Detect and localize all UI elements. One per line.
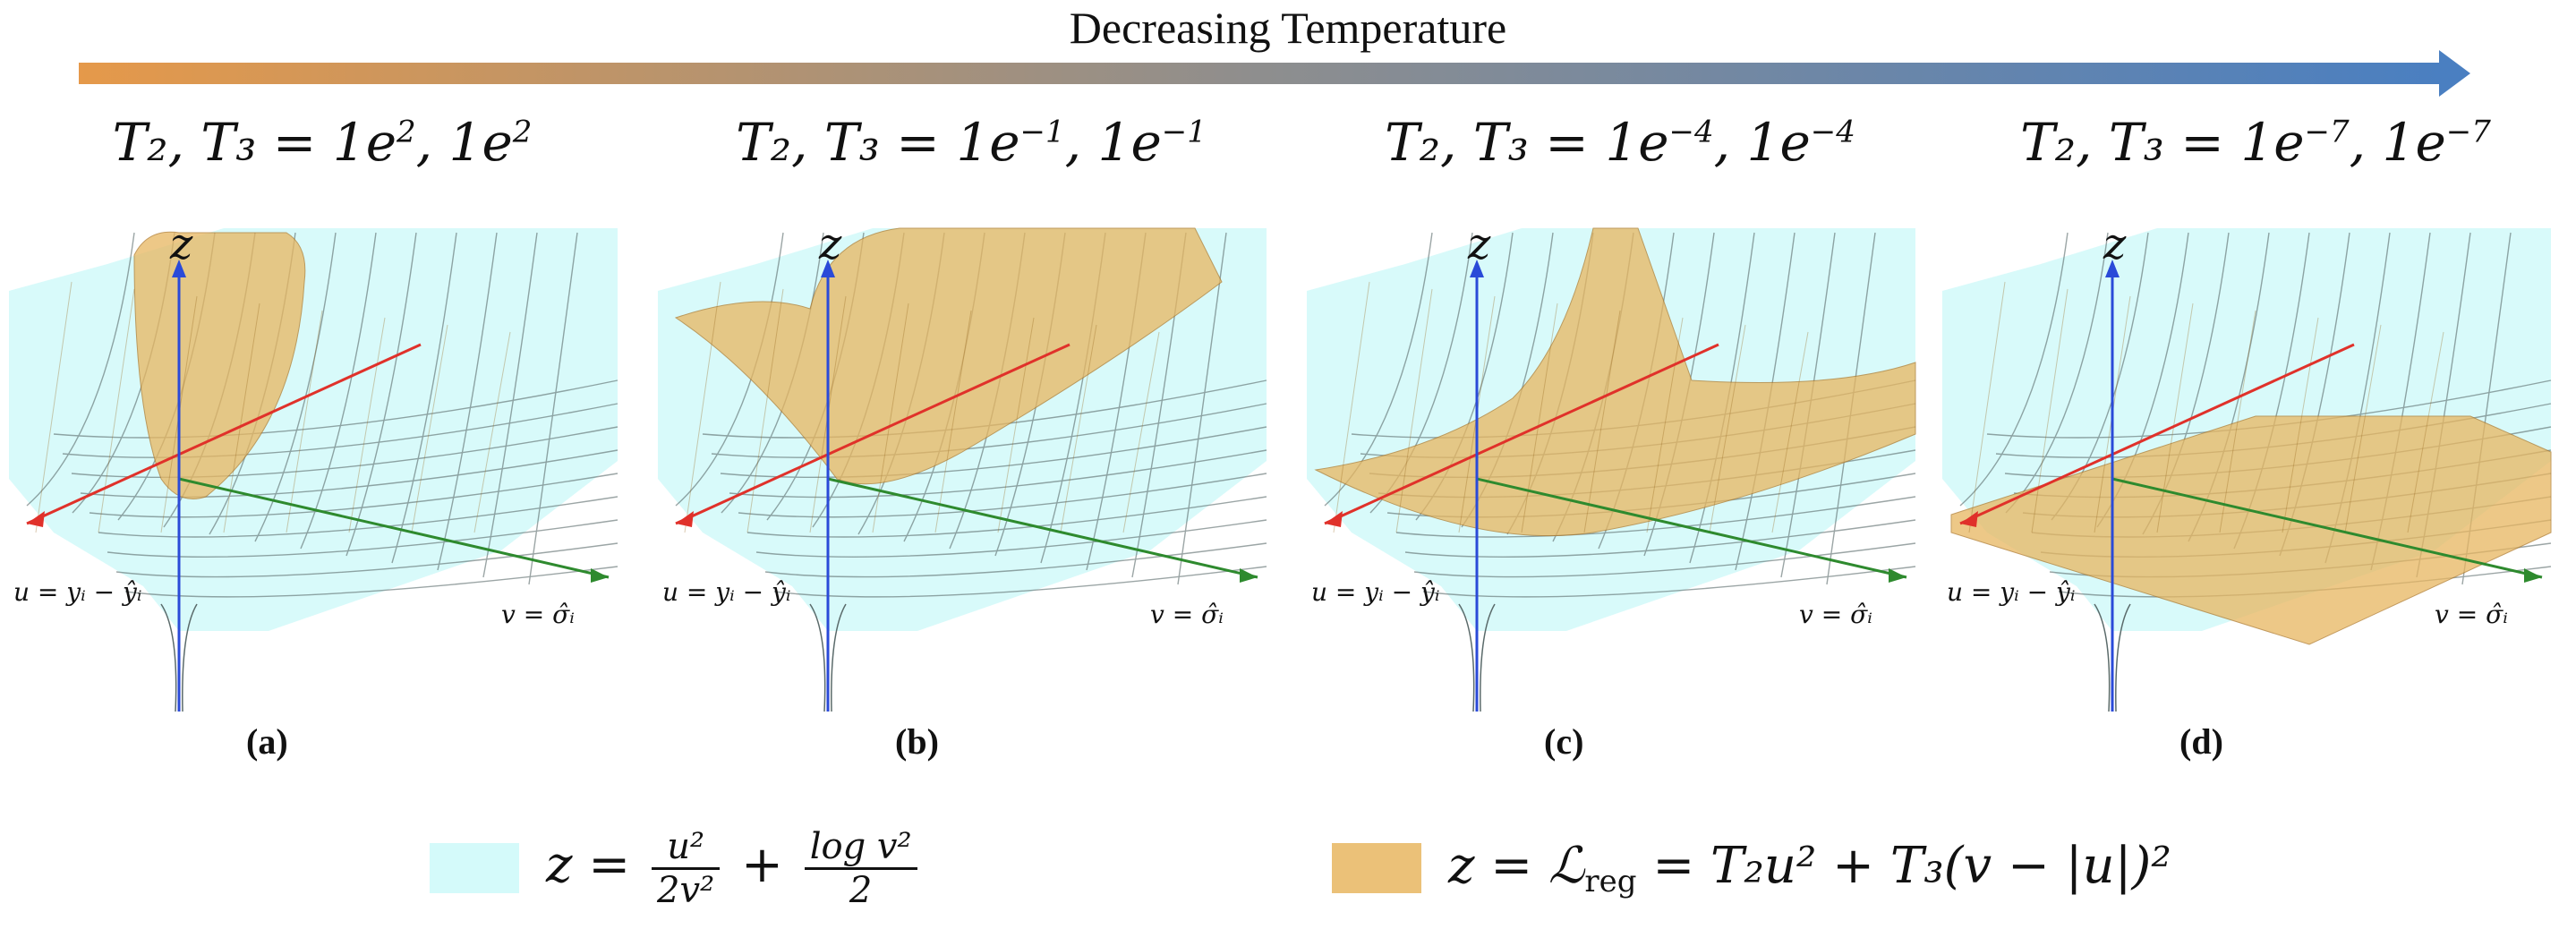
z-axis-label: z [170,219,193,269]
panel-a: T₂, T₃ = 1e2, 1e2 z u = yᵢ − ŷᵢ v = σ̂ᵢ (a) [0,112,644,774]
z-axis-arrow [821,260,835,277]
surface-plot [1942,228,2552,712]
v-axis-arrow [2524,568,2542,583]
v-axis-label: v = σ̂ᵢ [1150,600,1224,629]
surface-plot [9,228,618,712]
z-axis-label: z [819,219,842,269]
u-axis [26,343,422,525]
panel-c: T₂, T₃ = 1e−4, 1e−4 z u = yᵢ − ŷᵢ v = σ̂ᵢ (c… [1298,112,1942,774]
v-axis [178,477,610,579]
v-axis [2111,477,2543,579]
v-axis-label: v = σ̂ᵢ [1799,600,1872,629]
u-axis [675,343,1070,525]
u-axis-arrow [27,511,45,527]
panel-title: T₂, T₃ = 1e−1, 1e−1 [736,112,1207,173]
temperature-gradient-arrow [79,50,2470,97]
panel-d: T₂, T₃ = 1e−7, 1e−7 z u = yᵢ − ŷᵢ v = σ̂ᵢ (d… [1933,112,2576,774]
panel-caption: (c) [1544,721,1584,762]
nll-spike [1458,603,1496,712]
reg-surface [674,227,1223,485]
reg-surface [1950,415,2552,645]
v-axis [1476,477,1907,579]
u-axis-label: u = yᵢ − ŷᵢ [662,577,791,607]
legend-reg: z = ℒreg = T₂u² + T₃(v − |u|)² [1332,814,2171,922]
nll-spike [160,603,198,712]
z-axis-label: z [2103,219,2127,269]
u-axis-arrow [1960,511,1978,527]
reg-grid [684,281,1160,533]
legend-nll: z = u² 2v² + log v² 2 [430,814,923,922]
temperature-banner-label: Decreasing Temperature [1069,3,1507,53]
surface-plot [658,227,1267,712]
v-axis-arrow [591,568,609,583]
panel-caption: (a) [246,721,288,762]
panel-caption: (d) [2179,721,2223,762]
reg-surface [133,231,306,499]
v-axis-arrow [1889,568,1906,583]
nll-spike [809,603,847,712]
u-axis-label: u = yᵢ − ŷᵢ [1947,577,2076,607]
legend-swatch-nll [430,843,519,893]
z-axis-arrow [2105,260,2120,277]
u-axis-label: u = yᵢ − ŷᵢ [13,577,142,607]
z-axis-arrow [1470,260,1484,277]
panel-caption: (b) [895,721,939,762]
panel-b: T₂, T₃ = 1e−1, 1e−1 z u = yᵢ − ŷᵢ v = σ̂ᵢ (b… [649,112,1293,774]
nll-surface [9,228,618,631]
v-axis-label: v = σ̂ᵢ [501,600,575,629]
v-axis-arrow [1240,568,1258,583]
z-axis-arrow [172,260,186,277]
legend-equation-nll: z = u² 2v² + log v² 2 [546,826,923,911]
v-axis-label: v = σ̂ᵢ [2435,600,2508,629]
panel-title: T₂, T₃ = 1e−7, 1e−7 [2020,112,2491,173]
surface-plot [1307,227,1916,712]
u-axis-arrow [1325,511,1343,527]
legend-swatch-reg [1332,843,1421,893]
u-axis-arrow [676,511,694,527]
u-axis-label: u = yᵢ − ŷᵢ [1311,577,1440,607]
u-axis [1959,343,2355,525]
u-axis [1324,343,1719,525]
panel-title: T₂, T₃ = 1e2, 1e2 [112,112,533,173]
panel-title: T₂, T₃ = 1e−4, 1e−4 [1385,112,1855,173]
legend-equation-reg: z = ℒreg = T₂u² + T₃(v − |u|)² [1448,837,2171,899]
v-axis [827,477,1258,579]
nll-spike [2094,603,2131,712]
reg-grid [1968,281,2444,533]
z-axis-label: z [1468,219,1491,269]
